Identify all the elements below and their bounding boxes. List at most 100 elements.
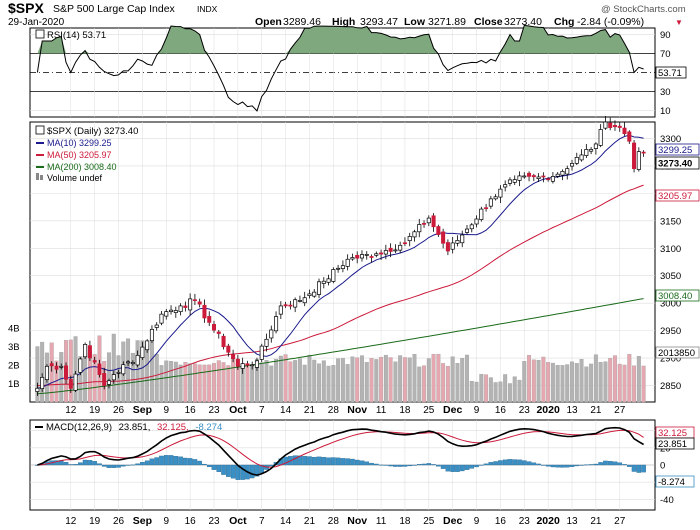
candle-body (173, 310, 178, 313)
volume-bar (92, 354, 97, 403)
ma10-tag-box (655, 143, 700, 156)
candle-body (211, 324, 217, 331)
macd-histogram-bar (159, 455, 164, 466)
candles (35, 115, 646, 396)
macd-histogram-bar (206, 464, 212, 468)
volume-bar (398, 355, 403, 403)
candle-body (326, 278, 331, 283)
volume-bar (422, 365, 426, 403)
volume-bar (116, 355, 121, 403)
candle-body (316, 281, 322, 295)
volume-bar (245, 364, 250, 403)
candle-body (603, 121, 608, 129)
x-axis-label: 21 (590, 405, 602, 416)
volume-bar (641, 365, 646, 403)
x-axis-label: 19 (89, 516, 101, 527)
header-name: S&P 500 Large Cap Index (53, 3, 176, 15)
volume-bar (350, 356, 355, 403)
candle-body (531, 175, 536, 178)
candle-body (221, 335, 226, 348)
candle-body (216, 331, 221, 334)
macd-histogram-bar (345, 458, 350, 466)
volume-bar (474, 381, 479, 403)
macd-histogram-bar (431, 464, 436, 466)
volume-bar (388, 357, 393, 403)
ma50-line (37, 184, 644, 387)
candle-body (579, 154, 584, 161)
candle-body (254, 360, 259, 368)
rsi-tag-text: 53.71 (658, 68, 682, 79)
candle-body (412, 231, 417, 238)
volume-bar (632, 365, 637, 403)
candle-body (274, 316, 279, 332)
chg-down-arrow-icon: ▼ (675, 18, 683, 27)
candle-body (235, 358, 240, 367)
candle-body (379, 252, 384, 255)
macd-histogram-bar (92, 461, 97, 466)
macd-histogram-bar (612, 461, 618, 466)
candle-body (135, 354, 140, 366)
macd-histogram-bar (374, 463, 379, 466)
svg-text:MACD(12,26,9) 23.851,: MACD(12,26,9) 23.851, 32.125, -8.274 (46, 422, 222, 433)
macd-histogram-bar (584, 464, 589, 466)
x-axis-label: 14 (280, 516, 292, 527)
volume-bar (636, 356, 641, 403)
x-axis-label: Nov (347, 404, 367, 416)
macd-histogram-bar (78, 462, 83, 466)
x-axis-label: 23 (208, 405, 220, 416)
candle-body (121, 364, 126, 375)
volume-bar (450, 356, 455, 403)
x-axis-label: 23 (519, 516, 531, 527)
volume-bar (107, 352, 111, 403)
candle-body (636, 151, 641, 170)
open-label: Open (255, 16, 282, 28)
candle-body (97, 363, 102, 375)
x-axis-labels-price: 12 19 26 Sep 9 16 23 Oct 7 14 21 28 Nov 11 18 25 Dec 9 16 2… (65, 404, 626, 416)
macd-histogram-bar (564, 464, 570, 468)
volume-bar (493, 382, 498, 403)
macd-histogram-bar (316, 456, 322, 466)
candle-body (68, 379, 73, 389)
macd-histogram-bar (455, 464, 460, 472)
macd-label-hist: -8.274 (195, 422, 222, 433)
candle-body (340, 265, 345, 269)
x-axis-label: Nov (347, 515, 367, 527)
x-axis-label: 25 (423, 405, 435, 416)
macd-histogram-bar (555, 464, 560, 468)
candle-body (169, 309, 174, 313)
ma200-tag: 3008.40 (658, 291, 692, 302)
macd-histogram-bar (283, 456, 288, 466)
candle-body (383, 250, 388, 255)
x-axis-label: 21 (304, 516, 316, 527)
macd-histogram-bar (445, 464, 451, 472)
volume-bar (216, 360, 221, 403)
volume-bar (269, 365, 274, 403)
volume-legend-icon (36, 173, 39, 180)
candle-body (336, 267, 341, 270)
close-tag: 3273.40 (658, 159, 692, 170)
volume-bar (83, 352, 88, 403)
x-axis-label: 9 (474, 405, 480, 416)
volume-bar (297, 358, 302, 403)
volume-bar (374, 359, 379, 403)
candle-body (130, 362, 135, 364)
candle-body (484, 207, 489, 210)
candle-body (321, 280, 326, 284)
macd-histogram-bar (416, 464, 422, 466)
macd-histogram-bar (593, 463, 599, 466)
volume-bar (550, 362, 555, 403)
chart-header: $SPX S&P 500 Large Cap Index INDX 29-Jan… (8, 0, 686, 28)
candle-body (627, 131, 632, 142)
candle-body (493, 196, 498, 200)
high-label: High (332, 16, 355, 28)
volume-bar (603, 361, 608, 403)
macd-histogram-bar (545, 464, 551, 467)
volume-bar (484, 374, 489, 403)
macd-histogram-bar (331, 457, 336, 466)
macd-histogram-bar (307, 456, 312, 466)
open-value: 3289.46 (283, 16, 321, 28)
price-panel: 3300325032003150310030503000295029002850… (8, 115, 700, 403)
candle-body (488, 198, 493, 207)
price-axis-label: 3300 (660, 134, 681, 145)
x-axis-label: 19 (89, 405, 101, 416)
